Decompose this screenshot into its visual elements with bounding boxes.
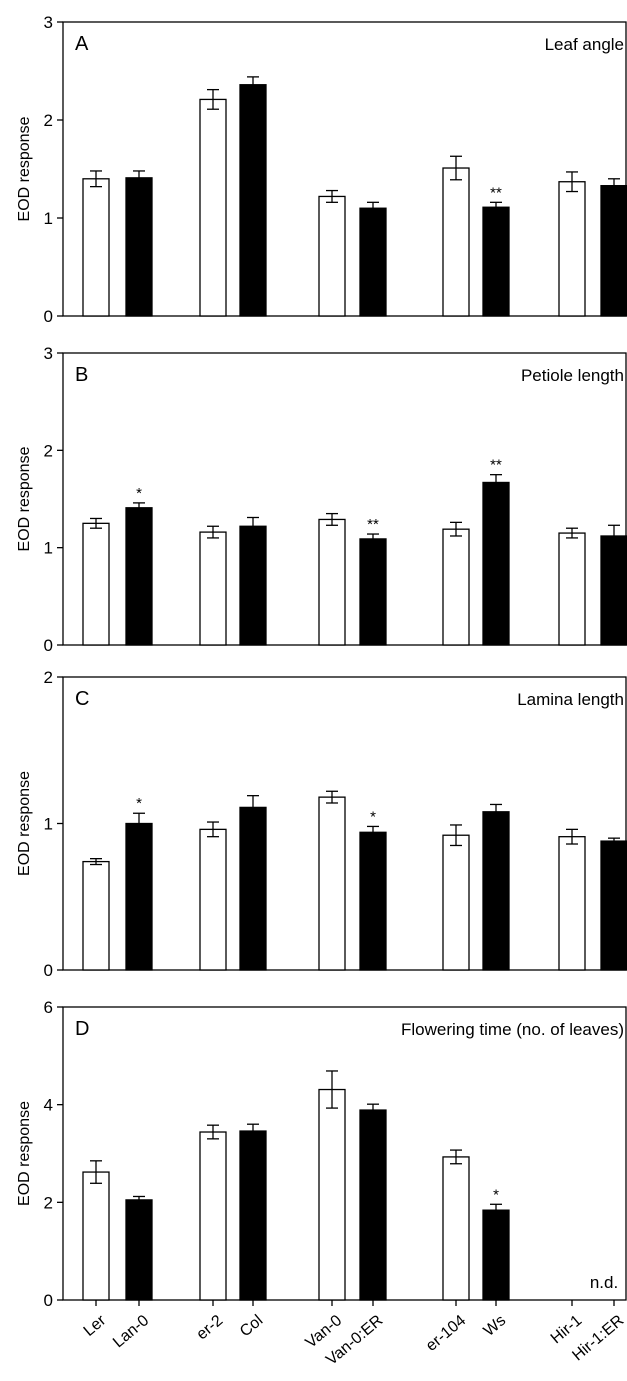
bar bbox=[239, 525, 267, 646]
x-category-label: er-104 bbox=[423, 1312, 469, 1355]
annotation-nd: n.d. bbox=[590, 1273, 618, 1292]
bar bbox=[558, 532, 586, 646]
significance-mark: ** bbox=[367, 516, 379, 533]
x-category-label: Col bbox=[237, 1312, 266, 1340]
bar bbox=[482, 811, 510, 971]
y-axis-label: EOD response bbox=[16, 446, 33, 551]
y-tick-label: 1 bbox=[44, 209, 53, 228]
bar bbox=[600, 840, 627, 971]
bar bbox=[482, 206, 510, 317]
bar bbox=[82, 860, 110, 971]
y-tick-label: 2 bbox=[44, 668, 53, 687]
bar bbox=[482, 1209, 510, 1301]
bar bbox=[239, 1130, 267, 1301]
bar bbox=[318, 796, 346, 971]
y-tick-label: 0 bbox=[44, 636, 53, 655]
y-tick-label: 4 bbox=[44, 1096, 53, 1115]
bar bbox=[125, 1199, 153, 1301]
y-tick-label: 2 bbox=[44, 111, 53, 130]
y-tick-label: 0 bbox=[44, 307, 53, 326]
bar bbox=[600, 185, 627, 317]
bar bbox=[600, 535, 627, 646]
bar bbox=[82, 1171, 110, 1301]
bar bbox=[318, 1088, 346, 1301]
y-tick-label: 6 bbox=[44, 998, 53, 1017]
y-axis-label: EOD response bbox=[16, 771, 33, 876]
y-axis-label: EOD response bbox=[16, 116, 33, 221]
y-tick-label: 3 bbox=[44, 13, 53, 32]
panel-title: Lamina length bbox=[517, 690, 624, 709]
panel-d: 0 2 4 6 EOD response D Flowering time (no. of … bbox=[16, 998, 627, 1310]
significance-mark: * bbox=[136, 485, 142, 502]
bar bbox=[318, 518, 346, 646]
y-axis-label: EOD response bbox=[16, 1101, 33, 1206]
x-category-label: er-2 bbox=[194, 1312, 227, 1343]
bar bbox=[359, 538, 387, 646]
bar bbox=[199, 828, 227, 971]
bar bbox=[318, 195, 346, 317]
y-tick-label: 3 bbox=[44, 344, 53, 363]
bar bbox=[359, 1109, 387, 1301]
bar bbox=[359, 831, 387, 971]
y-tick-label: 2 bbox=[44, 1193, 53, 1212]
bar bbox=[482, 481, 510, 646]
bar bbox=[558, 181, 586, 317]
panel-c: 0 1 2 EOD response C Lamina length * * bbox=[16, 668, 627, 980]
panel-a: 0 1 2 3 EOD response A Leaf angle ** bbox=[16, 13, 627, 326]
panel-title: Flowering time (no. of leaves) bbox=[401, 1020, 624, 1039]
bar bbox=[442, 528, 470, 646]
bar bbox=[359, 207, 387, 317]
x-category-label: Lan-0 bbox=[110, 1312, 152, 1351]
panel-letter: B bbox=[75, 364, 88, 386]
bar bbox=[239, 806, 267, 971]
bar bbox=[199, 1131, 227, 1301]
bar bbox=[125, 822, 153, 971]
panel-letter: D bbox=[75, 1018, 89, 1040]
panel-letter: A bbox=[75, 33, 89, 55]
panel-letter: C bbox=[75, 688, 89, 710]
bar bbox=[82, 178, 110, 317]
y-tick-label: 0 bbox=[44, 1291, 53, 1310]
y-tick-label: 2 bbox=[44, 441, 53, 460]
x-category-label: Ler bbox=[81, 1312, 110, 1340]
bar bbox=[558, 836, 586, 971]
y-tick-label: 1 bbox=[44, 815, 53, 834]
y-tick-label: 0 bbox=[44, 961, 53, 980]
bar bbox=[442, 834, 470, 971]
bar bbox=[442, 1156, 470, 1301]
bar bbox=[125, 177, 153, 317]
panel-title: Petiole length bbox=[521, 366, 624, 385]
x-category-label: Ws bbox=[481, 1312, 510, 1340]
y-tick-label: 1 bbox=[44, 539, 53, 558]
bar bbox=[199, 531, 227, 646]
significance-mark: * bbox=[136, 795, 142, 812]
significance-mark: ** bbox=[490, 184, 502, 201]
bar bbox=[125, 507, 153, 646]
panel-title: Leaf angle bbox=[545, 35, 624, 54]
bar bbox=[239, 84, 267, 317]
bar bbox=[82, 522, 110, 646]
bar bbox=[442, 167, 470, 317]
significance-mark: * bbox=[493, 1186, 499, 1203]
bar bbox=[199, 98, 227, 317]
significance-mark: ** bbox=[490, 457, 502, 474]
significance-mark: * bbox=[370, 808, 376, 825]
